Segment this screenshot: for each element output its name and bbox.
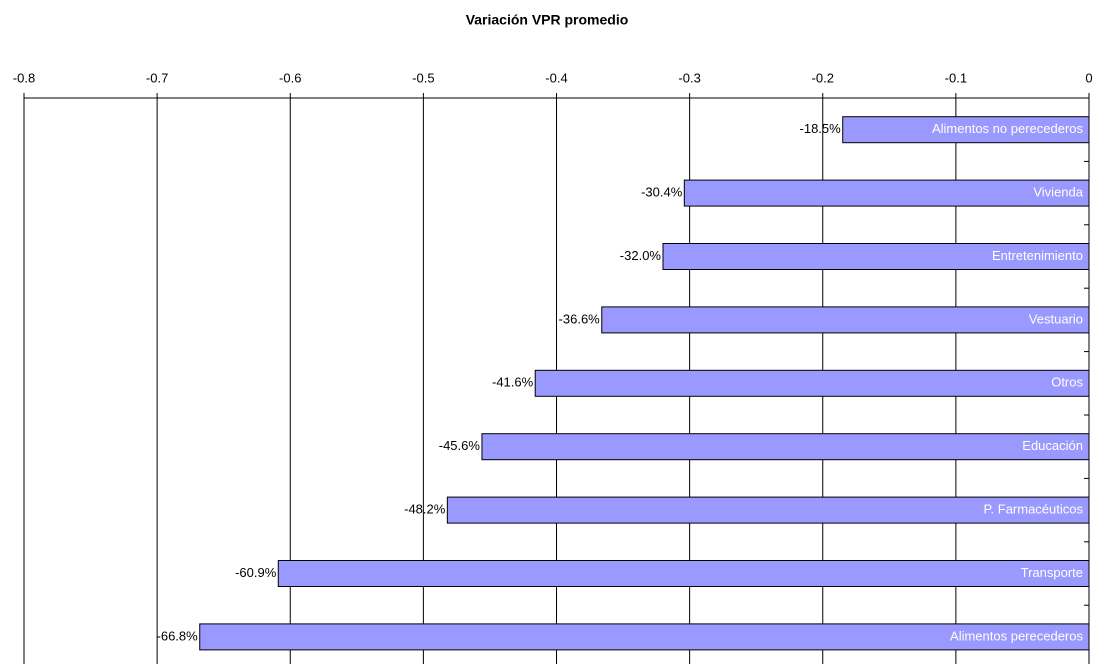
chart-title: Variación VPR promedio — [466, 12, 629, 28]
x-tick-label: -0.3 — [678, 70, 700, 85]
category-label: Vivienda — [1033, 185, 1083, 200]
category-label: Transporte — [1021, 565, 1083, 580]
bar — [277, 560, 1090, 587]
x-tick-label: -0.8 — [13, 70, 35, 85]
value-label: -48.2% — [404, 502, 446, 517]
x-tick-label: -0.2 — [812, 70, 834, 85]
bar — [534, 369, 1090, 397]
category-label: P. Farmacéuticos — [984, 502, 1084, 517]
x-tick-label: -0.7 — [146, 70, 168, 85]
bar — [601, 306, 1090, 334]
value-label: -32.0% — [620, 248, 662, 263]
value-label: -41.6% — [492, 375, 534, 390]
x-tick-label: 0 — [1085, 70, 1092, 85]
value-label: -36.6% — [559, 311, 601, 326]
category-label: Vestuario — [1029, 311, 1083, 326]
bar — [481, 433, 1090, 461]
bar — [446, 496, 1090, 524]
value-label: -30.4% — [641, 185, 683, 200]
category-label: Entretenimiento — [992, 248, 1083, 263]
bar — [842, 116, 1090, 144]
x-tick-label: -0.1 — [945, 70, 967, 85]
x-tick-label: -0.4 — [545, 70, 567, 85]
category-label: Alimentos no perecederos — [932, 121, 1084, 136]
category-label: Alimentos perecederos — [950, 628, 1083, 643]
x-tick-label: -0.5 — [412, 70, 434, 85]
category-label: Otros — [1051, 375, 1083, 390]
value-label: -18.5% — [800, 121, 842, 136]
bar — [662, 243, 1090, 270]
bar — [199, 623, 1090, 651]
value-label: -66.8% — [157, 628, 199, 643]
value-label: -60.9% — [235, 565, 277, 580]
category-label: Educación — [1022, 438, 1083, 453]
bar — [683, 179, 1090, 207]
value-label: -45.6% — [439, 438, 481, 453]
x-tick-label: -0.6 — [279, 70, 301, 85]
